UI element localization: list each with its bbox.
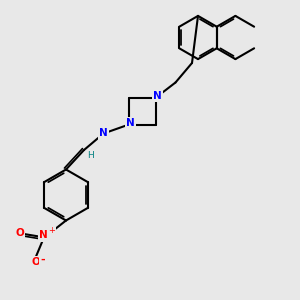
- Text: N: N: [153, 91, 162, 101]
- Text: N: N: [99, 128, 108, 139]
- Text: N: N: [126, 118, 135, 128]
- Text: -: -: [40, 254, 45, 265]
- Text: O: O: [31, 257, 40, 267]
- Text: N: N: [39, 230, 48, 241]
- Text: +: +: [48, 226, 55, 235]
- Text: H: H: [87, 151, 94, 160]
- Text: O: O: [15, 227, 24, 238]
